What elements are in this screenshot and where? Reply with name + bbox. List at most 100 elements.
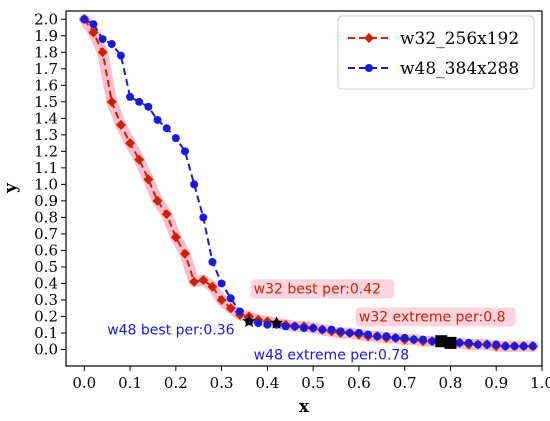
data-point xyxy=(89,20,98,29)
data-point xyxy=(189,276,200,287)
data-point xyxy=(281,322,290,331)
data-point xyxy=(473,340,482,349)
y-tick-label: 0.7 xyxy=(34,225,58,243)
legend-marker xyxy=(365,64,373,72)
y-tick-label: 0.1 xyxy=(34,324,58,342)
legend-marker xyxy=(364,33,374,43)
data-point xyxy=(180,248,190,259)
axes xyxy=(61,10,543,371)
series-markers xyxy=(79,14,538,352)
y-tick-label: 0.8 xyxy=(34,208,58,226)
data-point xyxy=(134,154,145,165)
data-point xyxy=(492,340,501,349)
data-point xyxy=(170,232,181,243)
legend-label: w32_256x192 xyxy=(400,29,519,49)
x-tick-label: 1.0 xyxy=(530,374,550,392)
data-point xyxy=(152,195,163,206)
y-tick-label: 0.3 xyxy=(34,291,58,309)
x-tick-label: 0.6 xyxy=(347,374,371,392)
data-point xyxy=(309,324,318,333)
y-tick-label: 1.5 xyxy=(34,93,58,111)
data-point xyxy=(455,338,464,347)
data-point xyxy=(106,96,117,107)
data-point xyxy=(519,342,528,351)
tick-labels: 0.0 0.1 0.2 0.3 0.4 0.5 0.6 0.7 0.8 0.9 1.00.00.10… xyxy=(34,10,550,392)
data-point xyxy=(528,342,537,351)
annotation-highlight xyxy=(355,307,516,327)
y-tick-label: 0.4 xyxy=(34,274,58,292)
annotation-text: w48 best per:0.36 xyxy=(107,323,234,339)
square-marker xyxy=(444,336,457,349)
y-tick-label: 1.6 xyxy=(34,76,58,94)
annotation-text: w32 extreme per:0.8 xyxy=(359,309,506,325)
data-point xyxy=(199,213,208,222)
data-point xyxy=(126,92,135,101)
data-point xyxy=(115,119,126,130)
data-point xyxy=(225,303,236,314)
x-tick-label: 0.2 xyxy=(164,374,188,392)
legend: w32_256x192 w48_384x288 xyxy=(337,15,535,90)
data-point xyxy=(171,134,180,143)
data-point xyxy=(400,333,409,342)
data-point xyxy=(181,147,189,156)
data-point xyxy=(143,174,154,185)
x-tick-label: 0.3 xyxy=(210,374,234,392)
data-point xyxy=(153,115,162,124)
data-point xyxy=(263,320,272,329)
data-point xyxy=(345,328,354,337)
data-point xyxy=(216,294,227,305)
y-tick-label: 0.9 xyxy=(34,192,58,210)
annotation-text: w32 best per:0.42 xyxy=(254,281,381,297)
data-point xyxy=(135,97,144,106)
y-tick-label: 0.6 xyxy=(34,241,58,259)
y-tick-label: 1.4 xyxy=(34,109,58,127)
data-point xyxy=(501,342,510,351)
data-point xyxy=(98,35,107,44)
legend-box xyxy=(337,15,535,90)
data-point xyxy=(300,324,308,333)
annotations: w32 best per:0.42 w32 extreme per:0.8 w48 … xyxy=(107,279,516,363)
plot-frame xyxy=(65,10,543,367)
data-point xyxy=(382,332,391,341)
y-tick-label: 0.0 xyxy=(34,340,58,358)
square-marker xyxy=(435,335,448,348)
y-axis-label: y xyxy=(1,182,21,194)
x-tick-label: 0.1 xyxy=(118,374,142,392)
data-point xyxy=(107,40,116,49)
x-axis-label: x xyxy=(299,397,310,417)
data-point xyxy=(80,15,89,24)
data-point xyxy=(161,209,172,220)
annotation-highlight xyxy=(250,279,395,299)
star-marker xyxy=(242,314,256,328)
data-point xyxy=(125,138,136,149)
y-tick-label: 0.2 xyxy=(34,307,58,325)
data-point xyxy=(226,294,235,303)
x-tick-label: 0.0 xyxy=(72,374,96,392)
x-tick-label: 0.4 xyxy=(255,374,279,392)
data-point xyxy=(464,338,473,347)
y-tick-label: 1.1 xyxy=(34,159,58,177)
x-tick-label: 0.9 xyxy=(484,374,508,392)
data-point xyxy=(116,51,125,60)
data-point xyxy=(97,47,108,58)
y-tick-label: 1.2 xyxy=(34,142,58,160)
y-tick-label: 1.9 xyxy=(34,27,58,45)
data-point xyxy=(235,307,244,316)
data-point xyxy=(208,257,217,266)
data-point xyxy=(290,322,299,331)
data-point xyxy=(483,340,492,349)
y-tick-label: 1.8 xyxy=(34,43,58,61)
data-point xyxy=(162,124,171,133)
data-point xyxy=(510,342,519,351)
y-tick-label: 1.7 xyxy=(34,60,58,78)
data-point xyxy=(419,335,427,344)
special-markers xyxy=(242,314,457,349)
data-point xyxy=(391,333,400,342)
x-tick-label: 0.5 xyxy=(301,374,325,392)
y-tick-label: 1.3 xyxy=(34,126,58,144)
data-point xyxy=(354,328,363,337)
data-point xyxy=(88,27,99,38)
y-tick-label: 2.0 xyxy=(34,10,58,28)
data-point xyxy=(428,337,437,346)
